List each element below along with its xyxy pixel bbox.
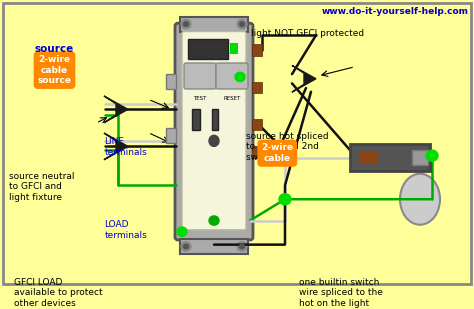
Polygon shape xyxy=(104,96,128,123)
Text: light NOT GFCI protected: light NOT GFCI protected xyxy=(251,29,365,38)
Text: source hot spliced
to GFCI and 2nd
switch wire: source hot spliced to GFCI and 2nd switc… xyxy=(246,132,329,162)
Bar xyxy=(166,74,176,89)
Circle shape xyxy=(209,216,219,225)
Text: 2-wire
cable
source: 2-wire cable source xyxy=(37,55,72,85)
Bar xyxy=(192,109,200,130)
Circle shape xyxy=(181,19,191,29)
Bar xyxy=(350,144,430,171)
FancyBboxPatch shape xyxy=(175,23,253,240)
Circle shape xyxy=(239,22,245,26)
Text: LOAD
terminals: LOAD terminals xyxy=(104,221,147,240)
Bar xyxy=(180,17,248,32)
Circle shape xyxy=(183,244,189,249)
Text: LINE
terminals: LINE terminals xyxy=(104,138,147,157)
Circle shape xyxy=(183,22,189,26)
Text: source neutral
to GFCI and
light fixture: source neutral to GFCI and light fixture xyxy=(9,172,75,201)
Text: RESET: RESET xyxy=(223,96,241,101)
Circle shape xyxy=(237,242,247,251)
Polygon shape xyxy=(292,66,316,92)
Bar xyxy=(252,82,262,93)
Bar xyxy=(212,109,218,130)
Bar xyxy=(412,150,428,165)
Circle shape xyxy=(239,244,245,249)
Bar xyxy=(252,146,262,158)
Circle shape xyxy=(181,242,191,251)
FancyBboxPatch shape xyxy=(182,32,246,230)
Circle shape xyxy=(235,72,245,82)
Circle shape xyxy=(279,194,291,205)
Text: www.do-it-yourself-help.com: www.do-it-yourself-help.com xyxy=(322,7,469,16)
Ellipse shape xyxy=(209,135,219,146)
FancyBboxPatch shape xyxy=(216,63,248,89)
Bar xyxy=(180,239,248,254)
Text: TEST: TEST xyxy=(193,96,207,101)
Text: one builtin switch
wire spliced to the
hot on the light: one builtin switch wire spliced to the h… xyxy=(299,278,383,307)
Circle shape xyxy=(177,227,187,236)
Bar xyxy=(188,39,228,59)
Circle shape xyxy=(426,150,438,161)
FancyBboxPatch shape xyxy=(184,63,216,89)
Text: 2-wire
cable: 2-wire cable xyxy=(261,143,293,163)
Circle shape xyxy=(237,19,247,29)
Bar xyxy=(166,128,176,143)
Text: source: source xyxy=(35,44,74,54)
Bar xyxy=(252,44,262,56)
Polygon shape xyxy=(104,133,128,160)
Bar xyxy=(360,152,378,163)
Ellipse shape xyxy=(400,174,440,225)
Bar xyxy=(230,43,238,54)
Bar xyxy=(252,119,262,130)
Text: GFCI LOAD
available to protect
other devices: GFCI LOAD available to protect other dev… xyxy=(14,278,103,307)
